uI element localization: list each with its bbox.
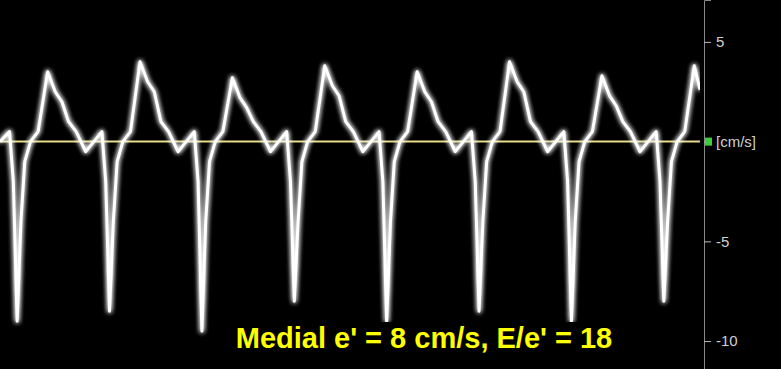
baseline-marker bbox=[705, 138, 712, 146]
tick-mark bbox=[704, 42, 711, 43]
y-axis: 5 [cm/s] -5 -10 bbox=[704, 1, 756, 369]
annotation-ground bbox=[233, 322, 616, 354]
tick: 5 bbox=[704, 33, 724, 50]
tick-mark bbox=[704, 241, 711, 242]
tick: -5 bbox=[704, 233, 729, 250]
axis-line bbox=[705, 1, 712, 369]
tick: [cm/s] bbox=[704, 133, 756, 150]
tick-label: 5 bbox=[716, 33, 724, 50]
background bbox=[0, 0, 781, 369]
tick-mark bbox=[704, 341, 711, 342]
doppler-trace bbox=[0, 62, 700, 331]
annotation-group: Medial e' = 8 cm/s, E/e' = 18 bbox=[233, 322, 616, 354]
plot-area bbox=[0, 62, 700, 331]
tick-label: -10 bbox=[716, 332, 738, 349]
annotation: Medial e' = 8 cm/s, E/e' = 18 bbox=[236, 322, 613, 354]
baseline bbox=[0, 141, 700, 143]
chart: 5 [cm/s] -5 -10 Medial e' = 8 cm/s, E/e' = 1… bbox=[0, 0, 781, 369]
tick: -10 bbox=[704, 332, 738, 349]
tick-label: -5 bbox=[716, 233, 729, 250]
tick-label: [cm/s] bbox=[716, 133, 756, 150]
